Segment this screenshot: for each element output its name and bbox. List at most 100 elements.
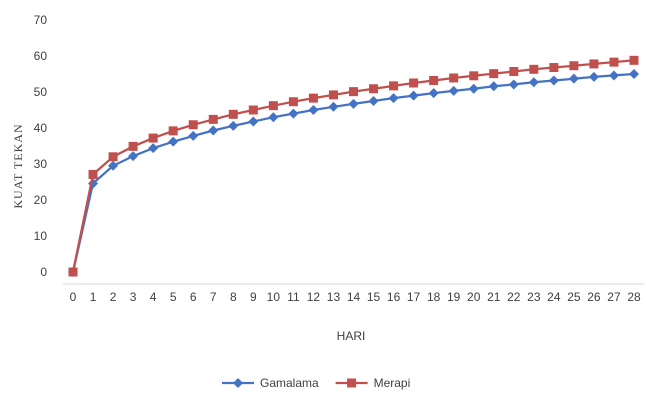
data-point xyxy=(509,66,519,76)
data-point xyxy=(328,90,338,100)
data-point xyxy=(148,143,159,154)
x-axis-title: HARI xyxy=(337,329,366,343)
x-tick-label: 9 xyxy=(250,290,257,304)
x-tick-label: 6 xyxy=(190,290,197,304)
series-merapi xyxy=(68,55,639,277)
data-point xyxy=(588,71,599,82)
legend-marker xyxy=(347,378,357,388)
data-point xyxy=(328,101,339,112)
data-point xyxy=(88,169,98,179)
data-point xyxy=(489,69,499,79)
data-point xyxy=(148,133,158,143)
x-tick-label: 19 xyxy=(447,290,461,304)
data-point xyxy=(548,75,559,86)
data-point xyxy=(308,93,318,103)
data-point xyxy=(629,55,639,65)
data-point xyxy=(168,126,178,136)
data-point xyxy=(529,64,539,74)
x-tick-label: 18 xyxy=(427,290,441,304)
data-point xyxy=(608,70,619,81)
series-layer xyxy=(68,55,639,277)
data-point xyxy=(228,109,238,119)
data-point xyxy=(248,105,258,115)
legend-label: Merapi xyxy=(374,376,411,390)
data-point xyxy=(429,75,439,85)
data-point xyxy=(468,83,479,94)
y-tick-label: 30 xyxy=(34,157,48,171)
x-tick-label: 21 xyxy=(487,290,501,304)
data-point xyxy=(369,84,379,94)
data-point xyxy=(508,79,519,90)
x-tick-label: 4 xyxy=(150,290,157,304)
data-point xyxy=(268,112,279,123)
data-point xyxy=(108,152,118,162)
data-point xyxy=(188,130,199,141)
x-tick-label: 20 xyxy=(467,290,481,304)
y-axis-ticks: 0 10 20 30 40 50 60 70 xyxy=(34,13,48,279)
x-tick-label: 8 xyxy=(230,290,237,304)
data-point xyxy=(268,101,278,111)
legend: Gamalama Merapi xyxy=(222,376,410,390)
data-point xyxy=(288,97,298,107)
y-tick-label: 20 xyxy=(34,193,48,207)
data-point xyxy=(348,98,359,109)
x-tick-label: 25 xyxy=(567,290,581,304)
data-point xyxy=(549,63,559,73)
x-tick-label: 16 xyxy=(387,290,401,304)
data-point xyxy=(589,59,599,69)
x-tick-label: 27 xyxy=(607,290,621,304)
series-gamalama xyxy=(68,69,639,277)
data-point xyxy=(128,141,138,151)
x-tick-label: 11 xyxy=(287,290,300,304)
x-tick-label: 1 xyxy=(90,290,97,304)
data-point xyxy=(168,136,179,147)
data-point xyxy=(448,85,459,96)
x-tick-label: 26 xyxy=(587,290,601,304)
legend-label: Gamalama xyxy=(260,376,319,390)
data-point xyxy=(308,105,319,115)
legend-marker xyxy=(233,378,243,388)
y-tick-label: 0 xyxy=(40,265,47,279)
x-tick-label: 15 xyxy=(367,290,381,304)
data-point xyxy=(108,160,119,171)
x-tick-label: 10 xyxy=(267,290,281,304)
legend-item-merapi: Merapi xyxy=(335,376,411,390)
data-point xyxy=(568,73,579,84)
data-point xyxy=(449,73,459,83)
data-point xyxy=(469,71,479,81)
data-point xyxy=(208,125,219,136)
y-axis-title: KUAT TEKAN xyxy=(11,123,25,208)
data-point xyxy=(408,90,419,101)
data-point xyxy=(488,81,499,92)
x-tick-label: 13 xyxy=(327,290,341,304)
data-point xyxy=(68,267,78,277)
x-tick-label: 7 xyxy=(210,290,217,304)
x-tick-label: 28 xyxy=(627,290,641,304)
data-point xyxy=(389,81,399,91)
data-point xyxy=(188,120,198,130)
y-tick-label: 10 xyxy=(34,229,48,243)
x-tick-label: 0 xyxy=(70,290,77,304)
x-tick-label: 2 xyxy=(110,290,117,304)
data-point xyxy=(609,57,619,67)
data-point xyxy=(208,114,218,124)
data-point xyxy=(228,120,239,131)
x-tick-label: 23 xyxy=(527,290,541,304)
legend-item-gamalama: Gamalama xyxy=(222,376,319,390)
data-point xyxy=(248,116,259,127)
x-axis-ticks: 0 1 2 3 4 5 6 7 8 9 10 11 12 13 14 15 16 17 18 19 20 21 22 23 24… xyxy=(70,290,641,304)
x-tick-label: 17 xyxy=(407,290,421,304)
x-tick-label: 22 xyxy=(507,290,521,304)
data-point xyxy=(528,77,539,88)
x-tick-label: 12 xyxy=(307,290,321,304)
x-tick-label: 5 xyxy=(170,290,177,304)
x-tick-label: 24 xyxy=(547,290,561,304)
x-tick-label: 14 xyxy=(347,290,361,304)
data-point xyxy=(629,69,639,79)
data-point xyxy=(409,78,419,88)
y-tick-label: 60 xyxy=(34,49,48,63)
y-tick-label: 50 xyxy=(34,85,48,99)
data-point xyxy=(128,151,139,162)
x-tick-label: 3 xyxy=(130,290,137,304)
